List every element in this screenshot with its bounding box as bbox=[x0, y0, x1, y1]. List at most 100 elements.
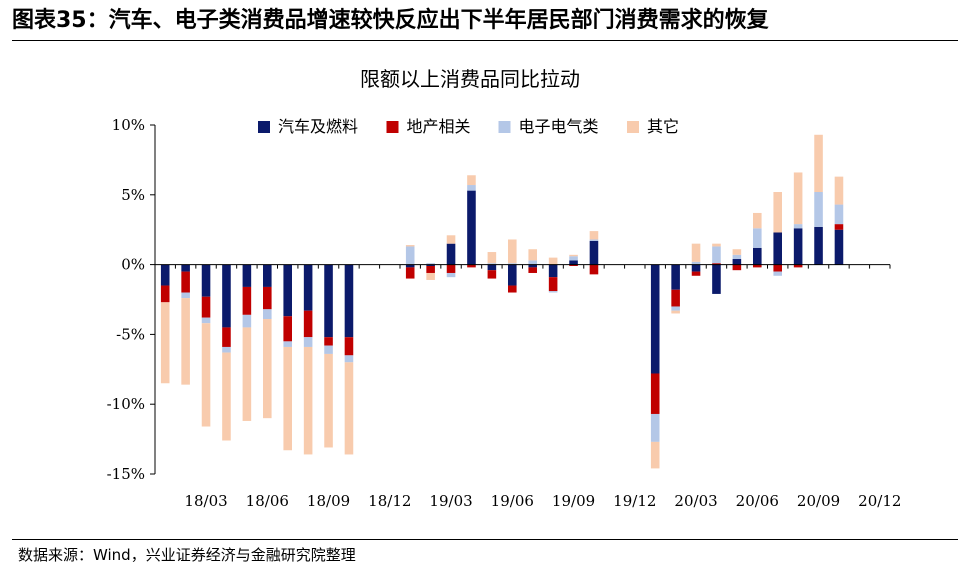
bar-segment-3-20/07 bbox=[773, 271, 782, 276]
bar-segment-4-18/10 bbox=[344, 362, 354, 455]
bar-segment-4-20/03 bbox=[691, 243, 701, 262]
bar-segment-1-19/10 bbox=[589, 240, 599, 265]
legend: 汽车及燃料 地产相关 电子电气类 其它 bbox=[258, 117, 679, 136]
bar-segment-2-18/09 bbox=[324, 337, 333, 346]
bar-segment-1-20/01 bbox=[650, 264, 660, 374]
y-tick-label: -15% bbox=[107, 465, 145, 483]
bar-segment-3-19/07 bbox=[528, 260, 537, 265]
bar-segment-4-20/09 bbox=[814, 134, 823, 193]
bar-segment-1-19/05 bbox=[487, 264, 497, 271]
bar-segment-4-18/06 bbox=[263, 319, 272, 419]
bar-segment-4-18/09 bbox=[324, 353, 333, 448]
bar-segment-3-18/02 bbox=[181, 292, 190, 299]
axes-layer: 10% 5% 0% -5% -10% -15% 18/03 18/06 18/09 18/12 19… bbox=[107, 116, 902, 510]
bar-segment-2-19/07 bbox=[528, 267, 537, 273]
bar-segment-2-19/09 bbox=[569, 264, 578, 266]
bar-segment-1-20/02 bbox=[671, 264, 680, 290]
bar-segment-3-19/02 bbox=[426, 263, 435, 265]
bar-segment-1-18/07 bbox=[283, 264, 292, 317]
bar-segment-2-18/03 bbox=[201, 296, 211, 318]
legend-swatch-1 bbox=[258, 121, 270, 133]
bar-segment-4-18/02 bbox=[181, 298, 190, 385]
bar-segment-1-19/08 bbox=[548, 264, 558, 278]
bar-segment-2-19/08 bbox=[548, 277, 558, 292]
bar-segment-2-18/06 bbox=[263, 286, 272, 310]
bar-segment-2-20/01 bbox=[650, 373, 660, 414]
bar-segment-4-19/10 bbox=[589, 231, 599, 240]
bar-segment-1-19/01 bbox=[405, 264, 415, 268]
bar-segment-3-20/08 bbox=[793, 224, 803, 229]
bar-segment-3-19/10 bbox=[589, 239, 599, 241]
bar-segment-2-19/03 bbox=[446, 264, 456, 273]
bar-segment-2-18/04 bbox=[222, 327, 231, 347]
bar-segment-1-18/08 bbox=[303, 264, 313, 311]
bar-segment-4-18/05 bbox=[242, 327, 252, 421]
bar-segment-2-18/07 bbox=[283, 316, 292, 342]
bar-segment-1-19/06 bbox=[508, 264, 517, 286]
bar-segment-1-18/10 bbox=[344, 264, 354, 338]
bar-segment-4-20/06 bbox=[753, 212, 762, 229]
bar-segment-3-20/04 bbox=[712, 246, 721, 264]
bar-segment-3-20/01 bbox=[650, 413, 660, 442]
bar-segment-1-18/01 bbox=[160, 264, 170, 286]
bar-segment-3-20/02 bbox=[671, 306, 680, 311]
bar-segment-4-19/05 bbox=[487, 252, 497, 264]
bar-segment-4-18/01 bbox=[160, 302, 170, 384]
bar-segment-2-18/01 bbox=[160, 285, 170, 303]
bar-segment-3-20/05 bbox=[732, 254, 742, 260]
footer-divider bbox=[12, 539, 958, 540]
bar-segment-3-18/07 bbox=[283, 341, 292, 347]
bar-segment-4-20/02 bbox=[671, 310, 680, 314]
bar-segment-1-20/09 bbox=[814, 226, 823, 265]
legend-label-3: 电子电气类 bbox=[519, 117, 599, 136]
x-tick-label: 18/03 bbox=[184, 492, 227, 510]
y-tick-label: 5% bbox=[121, 186, 145, 204]
bar-segment-2-20/04 bbox=[712, 263, 721, 265]
bar-segment-1-19/02 bbox=[426, 264, 435, 266]
header-divider bbox=[12, 40, 958, 41]
bar-segment-4-19/04 bbox=[467, 175, 476, 186]
bar-segment-2-19/02 bbox=[426, 266, 435, 273]
bar-segment-3-19/08 bbox=[548, 291, 558, 293]
bar-segment-4-18/04 bbox=[222, 352, 231, 441]
bar-segment-2-20/06 bbox=[753, 264, 762, 268]
bar-segment-3-20/09 bbox=[814, 192, 823, 227]
bar-segment-2-20/05 bbox=[732, 264, 742, 271]
bar-segment-1-19/07 bbox=[528, 264, 537, 268]
y-tick-label: -5% bbox=[116, 325, 145, 343]
bar-segment-1-18/06 bbox=[263, 264, 272, 287]
bar-segment-1-20/10 bbox=[834, 229, 844, 265]
x-tick-label: 20/09 bbox=[797, 492, 840, 510]
bar-segment-1-19/09 bbox=[569, 260, 578, 265]
x-tick-label: 19/03 bbox=[429, 492, 472, 510]
bar-segment-3-20/06 bbox=[753, 228, 762, 248]
bar-segment-3-19/04 bbox=[467, 185, 476, 191]
bar-segment-4-20/05 bbox=[732, 249, 742, 255]
legend-label-2: 地产相关 bbox=[407, 117, 471, 136]
bar-segment-3-19/06 bbox=[508, 263, 517, 265]
bar-segment-1-19/03 bbox=[446, 243, 456, 265]
bar-segment-2-19/10 bbox=[589, 264, 599, 275]
y-tick-label: 0% bbox=[121, 256, 145, 274]
bar-segment-4-19/09 bbox=[569, 254, 578, 257]
bar-segment-4-20/10 bbox=[834, 176, 844, 205]
bar-segment-2-20/03 bbox=[691, 271, 701, 276]
bar-segment-2-20/08 bbox=[793, 264, 803, 268]
x-tick-label: 19/06 bbox=[491, 492, 534, 510]
legend-label-4: 其它 bbox=[647, 117, 679, 136]
bar-segment-4-20/04 bbox=[712, 243, 721, 247]
x-tick-label: 18/06 bbox=[246, 492, 289, 510]
bar-segment-1-20/03 bbox=[691, 264, 701, 272]
bar-segment-3-20/10 bbox=[834, 204, 844, 225]
bar-segment-4-18/03 bbox=[201, 323, 211, 427]
bar-segment-4-19/03 bbox=[446, 235, 456, 244]
figure-header: 图表35：汽车、电子类消费品增速较快反应出下半年居民部门消费需求的恢复 bbox=[12, 8, 769, 33]
bar-segment-4-20/08 bbox=[793, 172, 803, 225]
bar-segment-2-20/07 bbox=[773, 264, 782, 272]
y-tick-label: -10% bbox=[107, 395, 145, 413]
bar-segment-2-20/10 bbox=[834, 224, 844, 230]
bar-segment-3-19/09 bbox=[569, 256, 578, 261]
bar-segment-2-19/04 bbox=[467, 264, 476, 268]
bar-segment-3-18/09 bbox=[324, 345, 333, 354]
bar-segment-1-20/07 bbox=[773, 232, 782, 265]
